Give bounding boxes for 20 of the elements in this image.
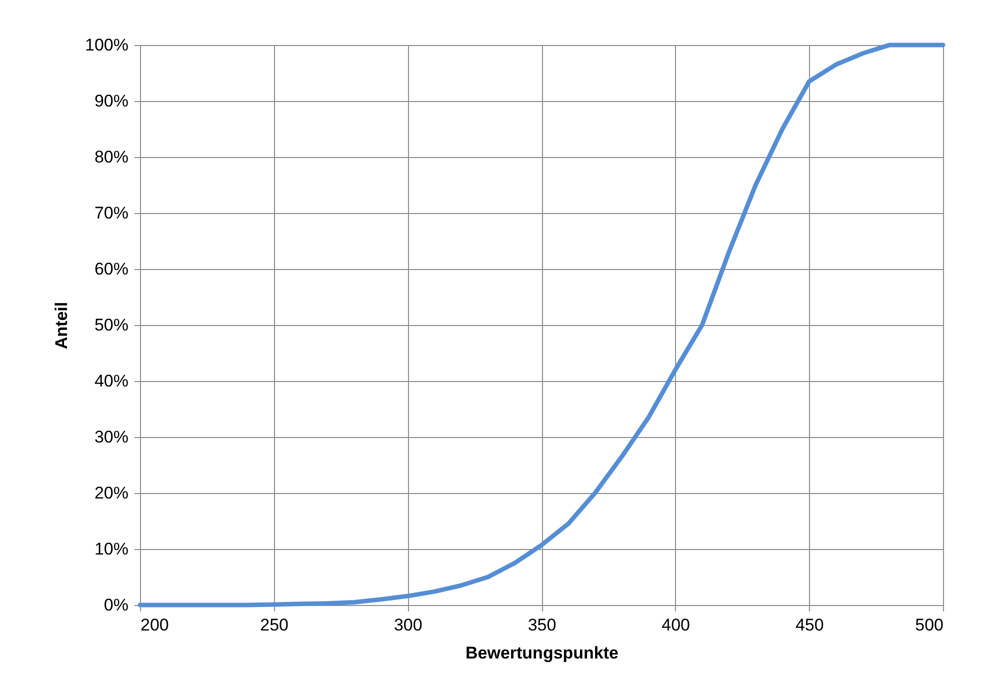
y-tick-label: 30%: [94, 428, 128, 446]
y-tick-label: 70%: [94, 204, 128, 222]
y-tick-label: 40%: [94, 372, 128, 390]
y-axis-title: Anteil: [52, 302, 72, 350]
y-tick-label: 50%: [94, 316, 128, 334]
y-tick-label: 60%: [94, 260, 128, 278]
x-tick-label: 200: [140, 616, 169, 634]
y-tick-label: 80%: [94, 148, 128, 166]
x-axis-title: Bewertungspunkte: [465, 644, 619, 662]
y-tick-label: 100%: [85, 36, 128, 54]
y-tick-label: 20%: [94, 484, 128, 502]
x-tick-label: 500: [915, 616, 944, 634]
x-tick-label: 400: [662, 616, 690, 634]
x-tick-label: 250: [260, 616, 289, 634]
x-tick-label: 450: [795, 616, 824, 634]
x-tick-label: 350: [528, 616, 556, 634]
y-tick-label: 90%: [94, 92, 128, 110]
y-tick-label: 0%: [104, 596, 128, 614]
y-tick-label: 10%: [94, 540, 128, 558]
x-tick-label: 300: [394, 616, 422, 634]
